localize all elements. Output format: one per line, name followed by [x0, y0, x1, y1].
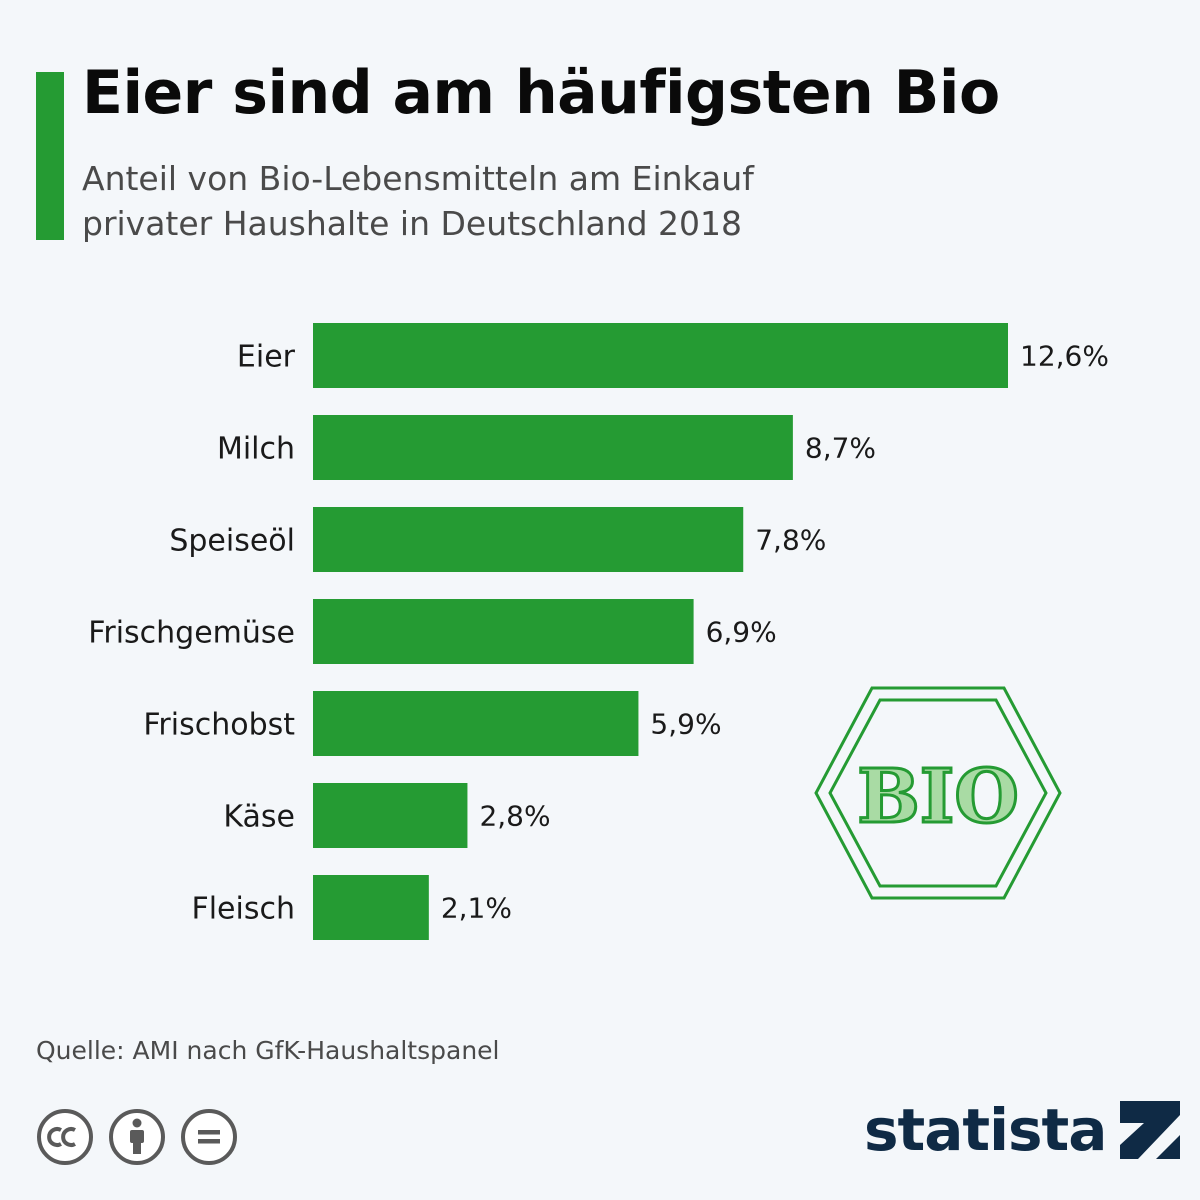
chart-subtitle: Anteil von Bio-Lebensmitteln am Einkauf …: [82, 156, 982, 246]
bar-5: [313, 783, 468, 848]
cc-icon[interactable]: [36, 1108, 94, 1166]
category-label-5: Käse: [223, 800, 295, 835]
chart-title: Eier sind am häufigsten Bio: [82, 58, 1000, 128]
value-label-0: 12,6%: [1020, 340, 1109, 373]
subtitle-line-2: privater Haushalte in Deutschland 2018: [82, 204, 743, 243]
value-label-1: 8,7%: [805, 432, 876, 465]
bar-chart: Eier 12,6% Milch 8,7% Speiseöl 7,8% Frischgemü…: [88, 323, 1109, 940]
category-label-1: Milch: [217, 432, 295, 467]
bar-0: [313, 323, 1008, 388]
bio-seal-icon: BIO: [814, 686, 1062, 900]
value-label-5: 2,8%: [479, 800, 550, 833]
bar-1: [313, 415, 793, 480]
title-accent-bar: [36, 72, 64, 240]
category-label-0: Eier: [237, 340, 296, 375]
category-label-6: Fleisch: [191, 892, 295, 927]
bar-3: [313, 599, 694, 664]
license-icons: [36, 1108, 238, 1166]
bar-6: [313, 875, 429, 940]
statista-brand[interactable]: statista: [864, 1096, 1181, 1164]
subtitle-line-1: Anteil von Bio-Lebensmitteln am Einkauf: [82, 159, 754, 198]
attribution-icon[interactable]: [108, 1108, 166, 1166]
brand-name: statista: [864, 1096, 1107, 1164]
value-label-6: 2,1%: [441, 892, 512, 925]
statista-logo-icon: [1120, 1101, 1181, 1159]
source-note: Quelle: AMI nach GfK-Haushaltspanel: [36, 1036, 500, 1065]
bar-2: [313, 507, 744, 572]
bio-logo-text: BIO: [857, 754, 1019, 840]
category-label-2: Speiseöl: [169, 524, 295, 559]
no-derivatives-icon[interactable]: [180, 1108, 238, 1166]
category-label-4: Frischobst: [143, 708, 295, 743]
value-label-3: 6,9%: [706, 616, 777, 649]
value-label-4: 5,9%: [650, 708, 721, 741]
bar-4: [313, 691, 639, 756]
value-label-2: 7,8%: [755, 524, 826, 557]
category-label-3: Frischgemüse: [88, 616, 295, 651]
